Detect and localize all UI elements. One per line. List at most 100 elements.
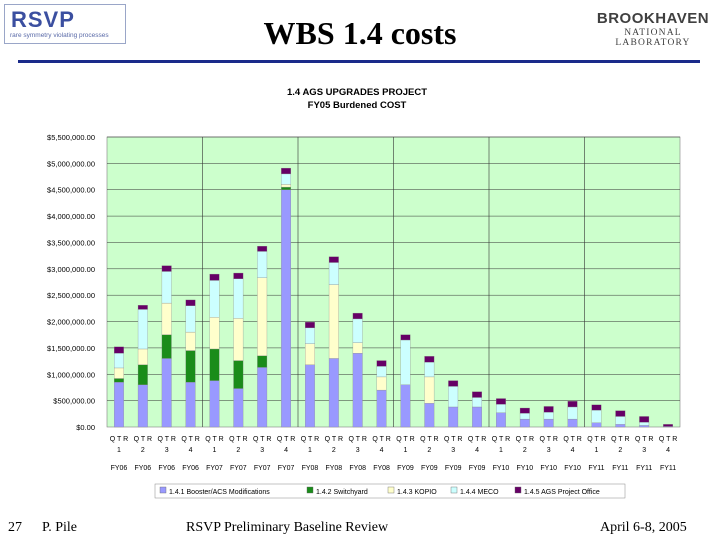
bar-segment bbox=[591, 422, 602, 428]
bar-segment bbox=[591, 404, 602, 411]
bar-segment bbox=[305, 327, 315, 344]
bar-segment bbox=[161, 334, 172, 359]
footer-page-number: 27 bbox=[8, 520, 22, 535]
legend-label: 1.4.1 Booster/ACS Modifications bbox=[169, 489, 270, 496]
bar-segment bbox=[185, 299, 196, 306]
bar-segment bbox=[472, 406, 482, 428]
x-tick-number: 3 bbox=[547, 447, 551, 454]
bar-segment bbox=[567, 401, 578, 408]
x-tick-fy: FY11 bbox=[588, 465, 604, 472]
bar-segment bbox=[352, 342, 363, 354]
x-tick-number: 3 bbox=[451, 447, 455, 454]
bar-segment bbox=[161, 271, 172, 304]
bar-segment bbox=[257, 251, 268, 278]
x-tick-quarter: Q T R bbox=[325, 436, 343, 443]
y-tick-label: $500,000.00 bbox=[53, 397, 95, 406]
x-tick-quarter: Q T R bbox=[205, 436, 223, 443]
x-tick-quarter: Q T R bbox=[229, 436, 247, 443]
bar-segment bbox=[161, 265, 172, 272]
x-tick-fy: FY10 bbox=[516, 465, 533, 472]
chart-title: 1.4 AGS UPGRADES PROJECT bbox=[287, 87, 427, 98]
x-tick-fy: FY06 bbox=[134, 465, 151, 472]
bar-segment bbox=[114, 378, 124, 383]
x-tick-quarter: Q T R bbox=[348, 436, 366, 443]
legend-label: 1.4.3 KOPIO bbox=[397, 489, 437, 496]
x-tick-number: 1 bbox=[308, 447, 312, 454]
x-tick-fy: FY09 bbox=[445, 465, 462, 472]
bnl-logo-subtitle: NATIONAL LABORATORY bbox=[615, 28, 691, 48]
bar-segment bbox=[663, 424, 673, 427]
bar-segment bbox=[281, 167, 291, 175]
bar-segment bbox=[257, 367, 268, 428]
bar-segment bbox=[543, 418, 554, 428]
y-tick-label: $2,000,000.00 bbox=[47, 318, 95, 327]
bar-segment bbox=[448, 386, 459, 408]
footer-author: P. Pile bbox=[42, 520, 78, 535]
bar-segment bbox=[424, 403, 435, 428]
bar-segment bbox=[615, 410, 626, 417]
x-tick-quarter: Q T R bbox=[563, 436, 581, 443]
x-tick-number: 3 bbox=[165, 447, 169, 454]
x-tick-quarter: Q T R bbox=[134, 436, 152, 443]
legend-label: 1.4.2 Switchyard bbox=[316, 489, 368, 496]
bar-segment bbox=[615, 424, 626, 428]
bar-segment bbox=[233, 360, 244, 389]
x-tick-fy: FY11 bbox=[660, 465, 676, 472]
bar-segment bbox=[519, 413, 530, 420]
bar-segment bbox=[328, 284, 339, 359]
y-tick-label: $5,000,000.00 bbox=[47, 159, 95, 168]
slide-title: WBS 1.4 costs bbox=[263, 15, 457, 51]
bar-segment bbox=[519, 418, 530, 428]
bar-segment bbox=[185, 350, 196, 383]
bnl-logo: BROOKHAVEN NATIONAL LABORATORY bbox=[588, 10, 718, 48]
bar-segment bbox=[591, 409, 602, 423]
bar-segment bbox=[424, 376, 435, 404]
bar-segment bbox=[233, 278, 244, 319]
bar-segment bbox=[543, 412, 554, 420]
bar-segment bbox=[137, 364, 148, 385]
bar-segment bbox=[328, 358, 339, 428]
bar-segment bbox=[328, 256, 339, 263]
bar-segment bbox=[400, 334, 411, 341]
bar-segment bbox=[281, 173, 291, 185]
x-tick-quarter: Q T R bbox=[420, 436, 438, 443]
x-tick-fy: FY07 bbox=[206, 465, 223, 472]
x-tick-number: 4 bbox=[189, 447, 193, 454]
x-tick-quarter: Q T R bbox=[468, 436, 486, 443]
bar-segment bbox=[543, 406, 554, 413]
x-tick-fy: FY06 bbox=[182, 465, 199, 472]
x-tick-fy: FY09 bbox=[469, 465, 486, 472]
x-tick-fy: FY11 bbox=[612, 465, 628, 472]
x-tick-fy: FY10 bbox=[493, 465, 510, 472]
x-tick-fy: FY07 bbox=[230, 465, 247, 472]
bar-segment bbox=[281, 186, 291, 190]
x-tick-number: 1 bbox=[499, 447, 503, 454]
rsvp-logo: RSVP rare symmetry violating processes bbox=[4, 4, 126, 44]
x-tick-number: 4 bbox=[284, 447, 288, 454]
x-tick-quarter: Q T R bbox=[372, 436, 390, 443]
legend-swatch bbox=[514, 486, 522, 494]
x-tick-quarter: Q T R bbox=[539, 436, 557, 443]
bar-segment bbox=[185, 331, 196, 351]
footer-date: April 6-8, 2005 bbox=[600, 520, 687, 535]
legend-swatch bbox=[306, 486, 314, 494]
x-tick-fy: FY06 bbox=[158, 465, 175, 472]
bar-segment bbox=[233, 272, 244, 279]
bar-segment bbox=[257, 355, 268, 368]
bar-segment bbox=[567, 406, 578, 420]
bar-segment bbox=[352, 353, 363, 428]
bar-segment bbox=[424, 361, 435, 378]
bar-segment bbox=[114, 346, 124, 354]
bar-segment bbox=[472, 397, 482, 408]
x-tick-number: 2 bbox=[618, 447, 622, 454]
bnl-logo-name: BROOKHAVEN bbox=[596, 10, 710, 27]
x-tick-number: 3 bbox=[260, 447, 264, 454]
bar-segment bbox=[496, 398, 506, 405]
bar-segment bbox=[448, 380, 459, 387]
bar-segment bbox=[114, 382, 124, 428]
x-tick-number: 4 bbox=[666, 447, 670, 454]
bar-segment bbox=[400, 339, 411, 385]
bar-segment bbox=[639, 425, 650, 428]
bar-segment bbox=[209, 317, 220, 350]
x-tick-quarter: Q T R bbox=[301, 436, 319, 443]
